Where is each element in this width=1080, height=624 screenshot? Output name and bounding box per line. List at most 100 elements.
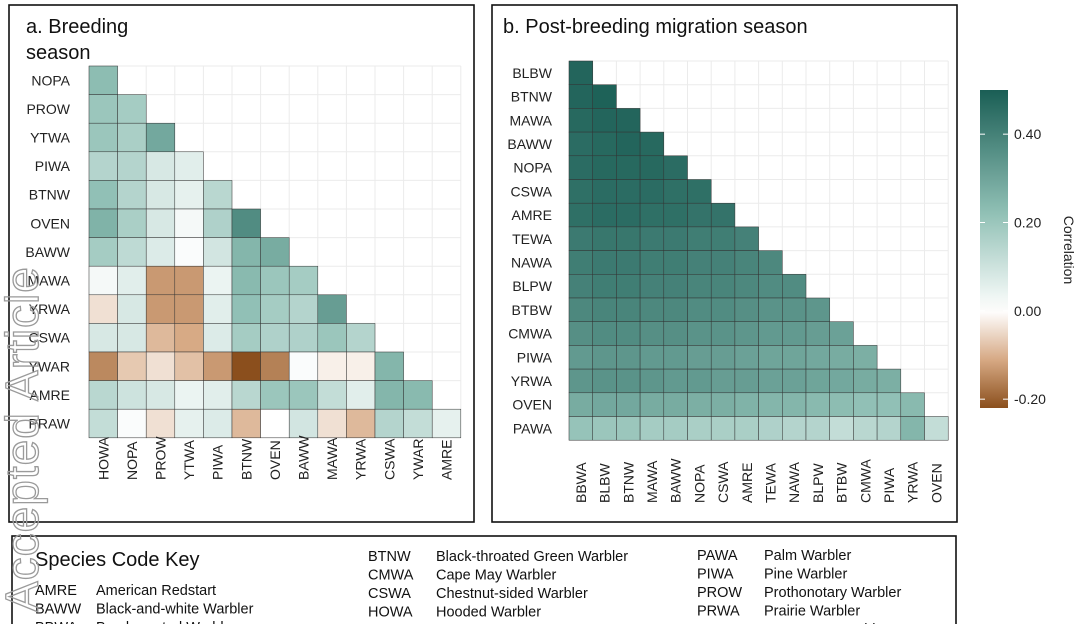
x-tick-label-b: CSWA [715, 461, 731, 503]
species-key-code: PRWA [697, 604, 740, 620]
heatmap-cell-b-piwa-nopa [687, 345, 712, 370]
x-tick-label-a: HOWA [95, 436, 111, 480]
heatmap-cell-a-baww-prow [145, 237, 176, 267]
heatmap-cell-a-baww-piwa [203, 237, 233, 267]
heatmap-cell-a-ywar-cswa [374, 351, 404, 381]
heatmap-cell-a-ywar-mawa [317, 351, 347, 381]
heatmap-cell-b-piwa-cmwa [853, 345, 878, 370]
x-tick-label-a: PROW [153, 436, 169, 480]
y-tick-label-a: AMRE [30, 387, 70, 403]
heatmap-cell-a-oven-piwa [203, 208, 233, 238]
heatmap-cell-b-piwa-amre [734, 345, 759, 370]
heatmap-cell-a-cswa-piwa [203, 323, 233, 353]
heatmap-cell-a-yrwa-baww [288, 294, 319, 324]
x-tick-label-b: BTNW [620, 461, 636, 503]
heatmap-cell-b-oven-blpw [805, 392, 830, 417]
heatmap-cell-b-btbw-nawa [782, 297, 807, 322]
heatmap-cell-b-cmwa-nopa [687, 321, 712, 346]
heatmap-cell-a-mawa-howa [88, 265, 118, 296]
heatmap-cell-a-yrwa-oven [260, 294, 290, 324]
x-tick-label-b: OVEN [928, 463, 944, 503]
heatmap-cell-b-piwa-btnw [616, 345, 641, 370]
heatmap-cell-b-amre-btnw [616, 202, 641, 228]
y-tick-label-b: MAWA [509, 112, 552, 128]
heatmap-cell-b-cmwa-bbwa [568, 321, 593, 346]
heatmap-cell-b-oven-cswa [710, 392, 736, 417]
heatmap-cell-b-nawa-baww [663, 250, 688, 275]
heatmap-cell-b-pawa-amre [734, 416, 759, 441]
species-key-code: HOWA [368, 605, 413, 621]
heatmap-cell-a-ywar-yrwa [346, 351, 376, 381]
species-key-name: Chestnut-sided Warbler [436, 586, 588, 602]
heatmap-cell-b-piwa-mawa [639, 345, 665, 370]
heatmap-cell-b-btbw-btnw [616, 297, 641, 322]
heatmap-cell-a-ytwa-nopa [117, 122, 147, 153]
heatmap-cell-a-amre-nopa [117, 380, 147, 410]
heatmap-cell-b-amre-bbwa [568, 202, 593, 228]
heatmap-cell-b-baww-blbw [592, 131, 617, 157]
heatmap-cell-b-pawa-blpw [805, 416, 830, 441]
heatmap-cell-a-prow-nopa [117, 94, 147, 124]
x-tick-label-a: CSWA [381, 438, 397, 480]
x-tick-label-a: MAWA [324, 437, 340, 480]
heatmap-cell-b-tewa-btnw [616, 226, 641, 251]
heatmap-cell-b-btbw-cswa [710, 297, 736, 322]
y-tick-label-a: YTWA [30, 130, 71, 146]
y-tick-label-b: BLPW [512, 278, 552, 294]
legend-tick-label: 0.40 [1014, 126, 1041, 142]
heatmap-cell-a-cswa-baww [288, 323, 319, 353]
x-tick-label-a: YWAR [410, 439, 426, 480]
x-tick-label-a: NOPA [124, 441, 140, 480]
heatmap-cell-b-cswa-nopa [687, 179, 712, 204]
heatmap-cell-b-oven-btbw [829, 392, 854, 417]
legend-tick-label: 0.20 [1014, 215, 1041, 231]
heatmap-cell-b-yrwa-blpw [805, 368, 830, 394]
heatmap-cell-a-ywar-howa [88, 351, 118, 381]
x-tick-label-b: BLPW [810, 463, 826, 503]
heatmap-cell-a-amre-piwa [203, 380, 233, 410]
heatmap-cell-a-nopa-howa [88, 65, 118, 95]
heatmap-cell-a-praw-amre [431, 408, 462, 439]
heatmap-cell-b-pawa-cmwa [853, 416, 878, 441]
heatmap-cell-b-tewa-baww [663, 226, 688, 251]
x-tick-label-b: BLBW [597, 463, 613, 503]
heatmap-cell-a-amre-prow [145, 380, 176, 410]
y-tick-label-b: AMRE [512, 207, 552, 223]
heatmap-cell-a-ywar-baww [288, 351, 319, 381]
heatmap-cell-a-praw-oven [260, 408, 290, 439]
heatmap-cell-a-amre-yrwa [346, 380, 376, 410]
panel-a-cells [88, 65, 462, 439]
y-tick-label-a: CSWA [29, 330, 71, 346]
heatmap-cell-b-oven-bbwa [568, 392, 593, 417]
x-tick-label-b: TEWA [762, 462, 778, 503]
heatmap-cell-b-tewa-blbw [592, 226, 617, 251]
y-tick-label-b: PAWA [513, 420, 553, 436]
panel-a-x-tick-labels: HOWA NOPA PROW YTWA PIWA BTNW OVEN BAWW MAWA YRWA… [95, 435, 454, 480]
y-tick-label-b: BAWW [507, 136, 552, 152]
heatmap-cell-b-oven-btnw [616, 392, 641, 417]
y-tick-label-b: CMWA [508, 326, 552, 342]
heatmap-cell-a-ywar-ytwa [174, 351, 204, 381]
heatmap-cell-b-nopa-bbwa [568, 155, 593, 180]
species-key-code: BBWA [35, 620, 77, 624]
x-tick-label-b: BTBW [834, 462, 850, 503]
panel-b-title: b. Post-breeding migration season [503, 16, 808, 38]
panel-b-y-tick-labels: BLBW BTNW MAWA BAWW NOPA CSWA AMRE TEWA NAWA BLPW… [507, 65, 552, 437]
species-key-code: CMWA [368, 568, 414, 584]
y-tick-label-b: BTNW [511, 89, 553, 105]
heatmap-cell-b-oven-blbw [592, 392, 617, 417]
panel-b-x-tick-labels: BBWA BLBW BTNW MAWA BAWW NOPA CSWA AMRE TEWA NAWA… [573, 458, 945, 503]
heatmap-cell-a-piwa-prow [145, 151, 176, 181]
species-key-name: Hooded Warbler [436, 605, 541, 621]
heatmap-cell-a-cswa-btnw [231, 323, 261, 353]
heatmap-cell-a-cswa-oven [260, 323, 290, 353]
heatmap-cell-b-amre-baww [663, 202, 688, 228]
heatmap-cell-b-pawa-blbw [592, 416, 617, 441]
heatmap-cell-a-praw-yrwa [346, 408, 376, 439]
heatmap-cell-b-btnw-blbw [592, 84, 617, 109]
heatmap-cell-a-piwa-howa [88, 151, 118, 181]
x-tick-label-a: BTNW [238, 438, 254, 480]
heatmap-cell-a-baww-btnw [231, 237, 261, 267]
heatmap-cell-a-amre-baww [288, 380, 319, 410]
y-tick-label-a: YWAR [29, 358, 70, 374]
